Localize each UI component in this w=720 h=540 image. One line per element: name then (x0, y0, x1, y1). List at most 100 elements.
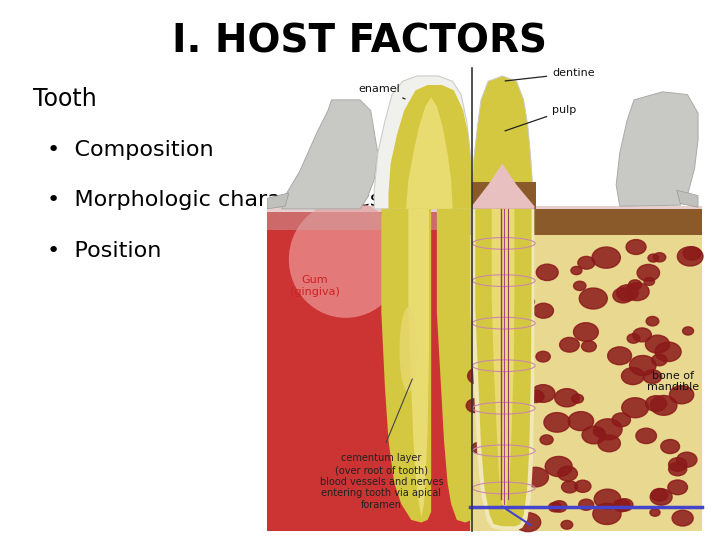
Circle shape (678, 247, 703, 266)
Circle shape (545, 456, 572, 477)
Text: I. HOST FACTORS: I. HOST FACTORS (173, 23, 547, 61)
Circle shape (636, 428, 657, 443)
Circle shape (582, 341, 596, 352)
Text: enamel: enamel (359, 84, 405, 99)
Circle shape (677, 452, 697, 467)
Circle shape (540, 435, 553, 444)
Text: pulp: pulp (505, 105, 577, 131)
Circle shape (612, 413, 631, 427)
Circle shape (578, 256, 595, 269)
Polygon shape (472, 164, 534, 209)
Polygon shape (282, 100, 378, 209)
Circle shape (554, 389, 579, 407)
Circle shape (645, 335, 670, 353)
Circle shape (655, 342, 681, 362)
Circle shape (516, 512, 541, 532)
Circle shape (552, 501, 567, 512)
Polygon shape (677, 190, 698, 207)
Polygon shape (616, 92, 698, 206)
Circle shape (594, 419, 622, 440)
FancyBboxPatch shape (470, 209, 701, 235)
Text: bone of
mandible: bone of mandible (647, 371, 699, 393)
Circle shape (629, 355, 656, 375)
Circle shape (646, 316, 659, 326)
Circle shape (648, 254, 659, 262)
Circle shape (534, 303, 554, 318)
Circle shape (488, 502, 512, 519)
Circle shape (549, 502, 562, 512)
Circle shape (544, 413, 570, 432)
Circle shape (505, 308, 523, 321)
Circle shape (644, 278, 654, 286)
Circle shape (669, 458, 687, 471)
FancyBboxPatch shape (472, 183, 536, 209)
Circle shape (522, 467, 549, 487)
Circle shape (522, 297, 534, 307)
Circle shape (683, 327, 693, 335)
Polygon shape (437, 209, 472, 523)
Polygon shape (475, 209, 531, 526)
Text: •  Composition: • Composition (47, 140, 214, 160)
Ellipse shape (602, 217, 695, 323)
Circle shape (518, 357, 531, 367)
FancyBboxPatch shape (268, 68, 701, 212)
Circle shape (593, 428, 604, 436)
Circle shape (509, 432, 523, 443)
Circle shape (472, 442, 487, 454)
Circle shape (474, 303, 501, 323)
Circle shape (467, 367, 490, 384)
Circle shape (495, 262, 506, 270)
Circle shape (626, 240, 646, 254)
Polygon shape (470, 209, 534, 530)
Circle shape (568, 411, 593, 430)
Circle shape (559, 338, 580, 352)
Text: •  Position: • Position (47, 241, 161, 261)
Circle shape (558, 466, 577, 481)
Circle shape (594, 489, 621, 509)
Text: Gum
(gingiva): Gum (gingiva) (290, 275, 340, 297)
FancyBboxPatch shape (268, 212, 701, 530)
Circle shape (661, 440, 680, 454)
Circle shape (683, 247, 701, 260)
FancyBboxPatch shape (268, 206, 701, 230)
Polygon shape (492, 209, 514, 512)
Circle shape (502, 464, 518, 477)
Text: dentine: dentine (505, 68, 595, 81)
Text: Tooth: Tooth (32, 86, 96, 111)
Circle shape (650, 509, 660, 516)
Circle shape (625, 282, 649, 301)
FancyBboxPatch shape (470, 212, 701, 530)
Circle shape (598, 435, 621, 452)
Circle shape (651, 489, 668, 501)
Circle shape (575, 480, 591, 492)
Circle shape (646, 396, 667, 411)
Text: cementum layer
(over root of tooth)
blood vessels and nerves
entering tooth via : cementum layer (over root of tooth) bloo… (320, 454, 444, 510)
Circle shape (572, 394, 583, 403)
Circle shape (503, 509, 518, 521)
Circle shape (592, 247, 621, 268)
Circle shape (613, 500, 630, 512)
Circle shape (582, 426, 606, 444)
Circle shape (670, 386, 693, 404)
Polygon shape (406, 97, 452, 209)
Circle shape (571, 266, 582, 275)
Circle shape (536, 264, 558, 280)
Polygon shape (472, 76, 534, 209)
Circle shape (511, 379, 528, 392)
Circle shape (518, 392, 534, 402)
Circle shape (622, 398, 649, 418)
Circle shape (633, 328, 652, 342)
Circle shape (574, 281, 586, 291)
Circle shape (669, 462, 687, 476)
Circle shape (652, 354, 667, 366)
Polygon shape (389, 85, 472, 209)
Circle shape (650, 489, 672, 505)
Circle shape (476, 363, 497, 379)
Circle shape (672, 510, 693, 526)
Circle shape (608, 347, 631, 364)
Polygon shape (408, 209, 429, 517)
Circle shape (467, 399, 485, 413)
Text: •  Morphologic characteristics: • Morphologic characteristics (47, 190, 382, 210)
Polygon shape (382, 209, 431, 523)
Circle shape (627, 334, 640, 343)
